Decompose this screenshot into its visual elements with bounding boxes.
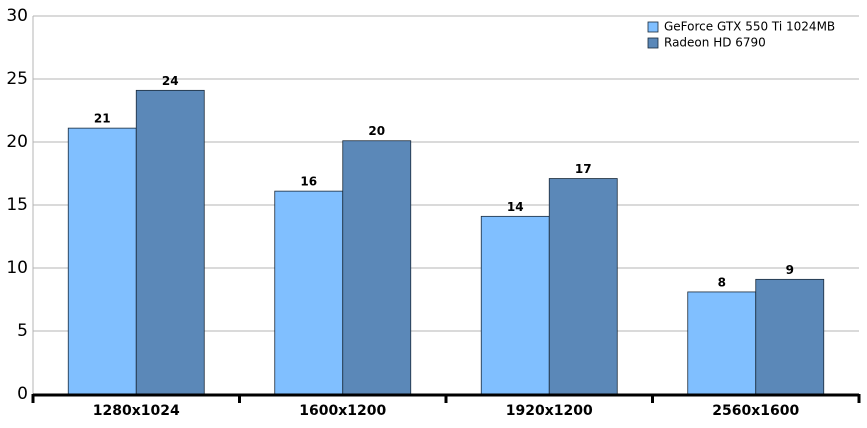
bar	[342, 140, 412, 395]
bar	[135, 89, 205, 395]
y-tick-label: 0	[17, 384, 28, 404]
data-label: 17	[575, 162, 592, 176]
legend-swatch	[647, 21, 659, 33]
y-tick-label: 25	[6, 69, 28, 89]
x-tick-label: 2560x1600	[712, 403, 799, 419]
data-label: 21	[94, 112, 111, 126]
data-label: 16	[300, 175, 317, 189]
bar	[755, 278, 825, 395]
data-label: 9	[786, 263, 794, 277]
y-tick-label: 30	[6, 6, 28, 26]
x-tick-label: 1600x1200	[299, 403, 386, 419]
bar	[480, 215, 550, 395]
bar	[274, 190, 344, 395]
legend-swatch	[647, 37, 659, 49]
bar	[67, 127, 137, 395]
bar	[548, 178, 618, 395]
y-tick-label: 5	[17, 321, 28, 341]
data-label: 8	[718, 275, 726, 289]
data-label: 14	[507, 200, 524, 214]
data-label: 24	[162, 74, 179, 88]
legend-label: Radeon HD 6790	[664, 36, 766, 50]
data-label: 20	[368, 124, 385, 138]
legend-label: GeForce GTX 550 Ti 1024MB	[664, 20, 835, 34]
y-tick-label: 15	[6, 195, 28, 215]
bar	[687, 291, 757, 395]
x-tick-label: 1920x1200	[506, 403, 593, 419]
y-tick-label: 10	[6, 258, 28, 278]
y-tick-label: 20	[6, 132, 28, 152]
x-tick-label: 1280x1024	[93, 403, 180, 419]
